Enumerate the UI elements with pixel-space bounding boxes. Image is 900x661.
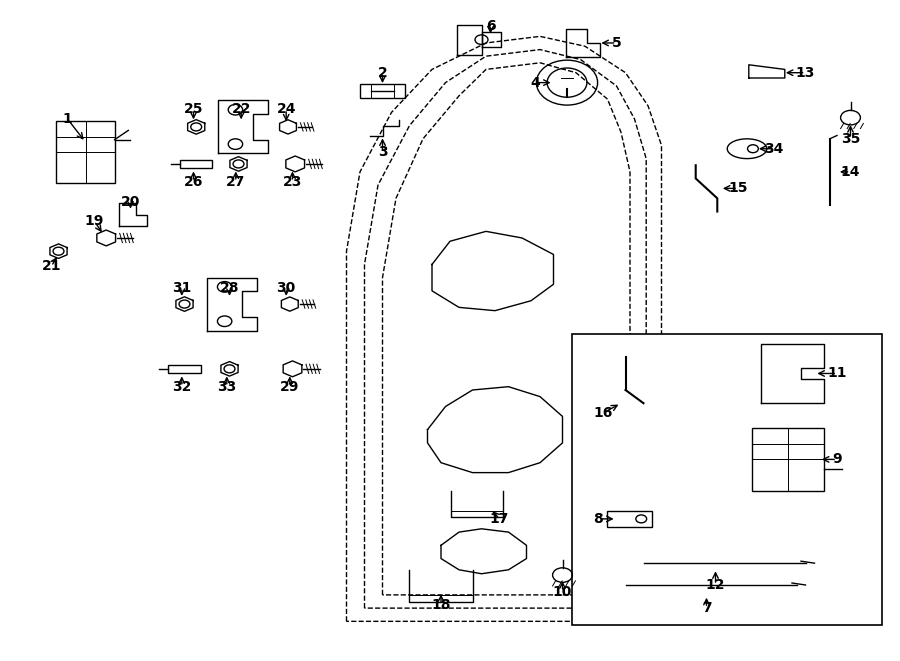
Bar xyxy=(180,160,212,168)
Text: 19: 19 xyxy=(85,214,104,229)
Text: 4: 4 xyxy=(531,75,540,90)
Text: 26: 26 xyxy=(184,175,203,189)
Text: 34: 34 xyxy=(764,141,784,156)
Text: 24: 24 xyxy=(276,102,296,116)
Text: 5: 5 xyxy=(612,36,621,50)
Text: 6: 6 xyxy=(486,19,495,34)
Text: 12: 12 xyxy=(706,578,725,592)
Text: 23: 23 xyxy=(283,175,302,189)
Bar xyxy=(57,121,114,183)
Text: 17: 17 xyxy=(490,512,509,526)
Text: 31: 31 xyxy=(172,280,192,295)
Text: 35: 35 xyxy=(841,132,860,146)
Bar xyxy=(168,365,201,373)
Text: 1: 1 xyxy=(63,112,72,126)
Text: 18: 18 xyxy=(431,598,451,612)
Text: 16: 16 xyxy=(593,406,613,420)
Text: 30: 30 xyxy=(276,280,296,295)
Text: 14: 14 xyxy=(841,165,860,179)
Text: 29: 29 xyxy=(280,379,300,394)
Text: 28: 28 xyxy=(220,280,239,295)
Bar xyxy=(360,84,405,98)
Text: 3: 3 xyxy=(378,145,387,159)
Bar xyxy=(752,428,824,491)
Text: 22: 22 xyxy=(231,102,251,116)
Text: 2: 2 xyxy=(378,65,387,80)
Text: 33: 33 xyxy=(217,379,237,394)
Text: 32: 32 xyxy=(172,379,192,394)
Text: 15: 15 xyxy=(728,181,748,196)
Text: 7: 7 xyxy=(702,601,711,615)
Text: 13: 13 xyxy=(796,65,815,80)
Bar xyxy=(572,334,882,625)
Text: 21: 21 xyxy=(41,259,61,274)
Text: 11: 11 xyxy=(827,366,847,381)
Text: 10: 10 xyxy=(553,584,572,599)
Text: 9: 9 xyxy=(832,452,842,467)
Text: 8: 8 xyxy=(594,512,603,526)
Text: 20: 20 xyxy=(121,194,140,209)
Text: 27: 27 xyxy=(226,175,246,189)
Bar xyxy=(608,511,652,527)
Text: 25: 25 xyxy=(184,102,203,116)
